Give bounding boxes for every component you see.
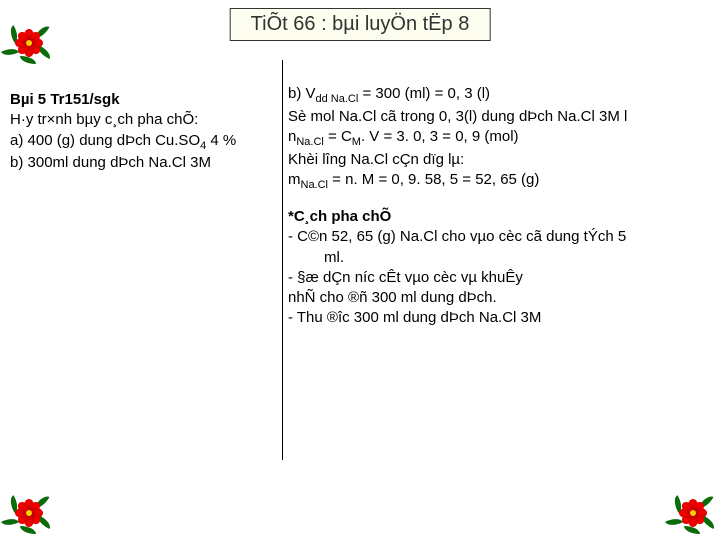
r5b: = n. M = 0, 9. 58, 5 = 52, 65 (g): [328, 171, 539, 188]
left-column: Bµi 5 Tr151/sgk H·y tr×nh bµy c¸ch pha c…: [10, 90, 285, 174]
r3b: = C: [324, 128, 352, 145]
right-column: b) Vdd Na.Cl = 300 (ml) = 0, 3 (l) Sè mo…: [288, 84, 720, 329]
r2: Sè mol Na.Cl cã trong 0, 3(l) dung dÞch …: [288, 107, 720, 127]
r1: b) Vdd Na.Cl = 300 (ml) = 0, 3 (l): [288, 84, 720, 107]
s1b: ml.: [288, 248, 720, 268]
r5a: m: [288, 171, 301, 188]
r4: Khèi l­îng Na.Cl cÇn dïg lµ:: [288, 150, 720, 170]
s2: - §æ dÇn n­íc cÊt vµo cèc vµ khuÊy: [288, 268, 720, 288]
r5s: Na.Cl: [301, 179, 329, 191]
s3: nhÑ cho ®ñ 300 ml dung dÞch.: [288, 288, 720, 308]
r5: mNa.Cl = n. M = 0, 9. 58, 5 = 52, 65 (g): [288, 170, 720, 193]
left-line-3: b) 300ml dung dÞch Na.Cl 3M: [10, 153, 285, 173]
r1b: = 300 (ml) = 0, 3 (l): [358, 85, 490, 102]
r3s2: M: [352, 136, 361, 148]
left-l2-a: a) 400 (g) dung dÞch Cu.SO: [10, 132, 200, 149]
method-heading: *C¸ch pha chÕ: [288, 207, 720, 227]
exercise-heading: Bµi 5 Tr151/sgk: [10, 90, 285, 110]
left-line-2: a) 400 (g) dung dÞch Cu.SO4 4 %: [10, 131, 285, 154]
poinsettia-icon: [672, 492, 714, 534]
lesson-title: TiÕt 66 : bµi luyÖn tËp 8: [230, 8, 491, 41]
left-l2-b: 4 %: [206, 132, 236, 149]
spacer: [288, 193, 720, 207]
r3c: . V = 3. 0, 3 = 0, 9 (mol): [361, 128, 519, 145]
r3: nNa.Cl = CM. V = 3. 0, 3 = 0, 9 (mol): [288, 127, 720, 150]
poinsettia-icon: [8, 492, 50, 534]
s1: - C©n 52, 65 (g) Na.Cl cho vµo cèc cã du…: [288, 227, 720, 247]
poinsettia-icon: [8, 22, 50, 64]
r1a: b) V: [288, 85, 316, 102]
r3s: Na.Cl: [296, 136, 324, 148]
r1s1: dd Na.Cl: [316, 93, 359, 105]
left-line-1: H·y tr×nh bµy c¸ch pha chÕ:: [10, 110, 285, 130]
s4: - Thu ®­îc 300 ml dung dÞch Na.Cl 3M: [288, 308, 720, 328]
